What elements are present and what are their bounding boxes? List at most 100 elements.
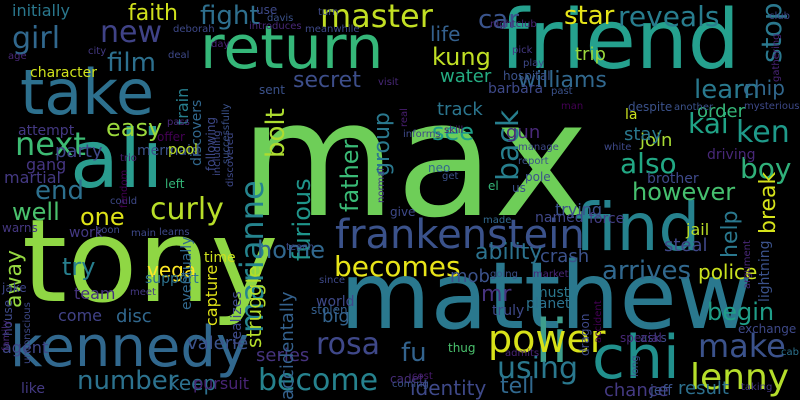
word-past: past [551,86,573,97]
word-ability: ability [475,240,543,265]
word-also: also [620,147,677,180]
word-eventually: eventually [179,237,195,311]
word-help: help [718,210,743,258]
word-could: could [110,196,138,207]
word-named: named [535,210,584,226]
word-planet: planet [526,296,571,312]
word-girl: girl [12,21,61,56]
word-steal: steal [664,235,708,256]
word-police: police [698,260,758,284]
word-tell: tell [500,374,535,399]
word-davis: davis [267,13,294,24]
word-group: group [370,112,395,176]
word-main: main [131,228,156,239]
word-father: father [336,140,364,213]
word-exchange: exchange [738,322,797,336]
word-initially: initially [12,1,70,20]
word-new: new [100,15,163,50]
word-jake: jake [2,281,27,295]
word-come: come [58,306,103,325]
word-fandom: fandom [119,170,130,209]
word-introduces: introduces [249,21,302,32]
word-going: going [490,269,518,280]
word-join: join [640,130,673,151]
word-curly: curly [150,192,224,227]
word-result: result [678,378,729,399]
word-el: el [488,179,499,193]
word-easy: easy [106,114,163,142]
word-gathering: gathering [771,34,782,83]
word-car: car [478,5,519,35]
word-lenny: lenny [690,357,790,398]
word-special: special [620,331,662,345]
word-man: man [561,101,584,112]
word-bolt: bolt [261,108,291,158]
word-left: left [165,177,185,191]
word-deal: deal [168,50,190,61]
word-becomes: becomes [334,250,461,283]
word-white: white [604,142,632,153]
word-hospital: hospital [503,69,551,83]
word-driving: driving [707,147,756,163]
word-break: break [756,172,781,235]
word-teach: teach [286,242,315,253]
word-arrives: arrives [602,256,692,286]
word-tony: tony [22,195,279,329]
word-chip: chip [743,76,785,100]
word-trying: trying [555,200,603,219]
word-kennedy: kennedy [10,315,250,380]
word-end: end [35,176,84,206]
word-track: track [437,99,483,120]
word-time: time [204,250,236,266]
word-sent: sent [259,83,285,97]
word-work: work [69,225,103,241]
word-trip: trip [575,44,606,65]
word-real: real [399,108,410,127]
word-try: try [62,253,96,281]
word-ken: ken [736,115,790,150]
word-return: return [200,13,384,83]
word-begin: begin [707,298,775,326]
word-gang: gang [26,155,67,174]
word-informs: informs [403,129,441,140]
word-unconscious: unconscious [22,302,33,364]
word-take: take [20,56,155,129]
word-find: find [575,189,701,266]
word-like: like [21,381,46,397]
word-life: life [430,22,461,46]
word-asks: asks [640,331,667,345]
word-truly: truly [492,303,525,319]
word-mr: mr [481,282,512,307]
word-us: us [512,181,526,195]
word-party: party [55,141,103,162]
word-pole: pole [525,170,551,184]
word-soon: soon [96,225,120,236]
word-warns: warns [2,221,38,235]
word-crash: crash [540,246,590,267]
word-made: made [483,215,512,226]
word-see: see [432,118,475,146]
word-big: big [322,306,350,327]
word-taking: taking [741,382,773,393]
word-reveals: reveals [618,0,720,33]
word-realizes: realizes [229,291,245,345]
word-get: get [442,171,459,182]
word-play: play [523,58,545,69]
word-water: water [440,66,492,87]
word-dragon: dragon [578,314,592,357]
word-master: master [320,0,433,35]
word-ali: ali [70,113,164,206]
word-brother: brother [647,171,699,187]
word-pool: pool [168,142,198,158]
word-since: since [319,275,345,286]
word-agent: agent [2,338,49,357]
word-trio: trio [120,153,137,164]
word-character: character [30,65,98,81]
word-attempt: attempt [18,123,75,139]
word-market: market [533,269,569,280]
word-stolen: stolen [311,303,348,317]
word-la: la [625,107,638,123]
word-jail: jail [686,220,710,239]
word-chance: chance [604,380,669,400]
